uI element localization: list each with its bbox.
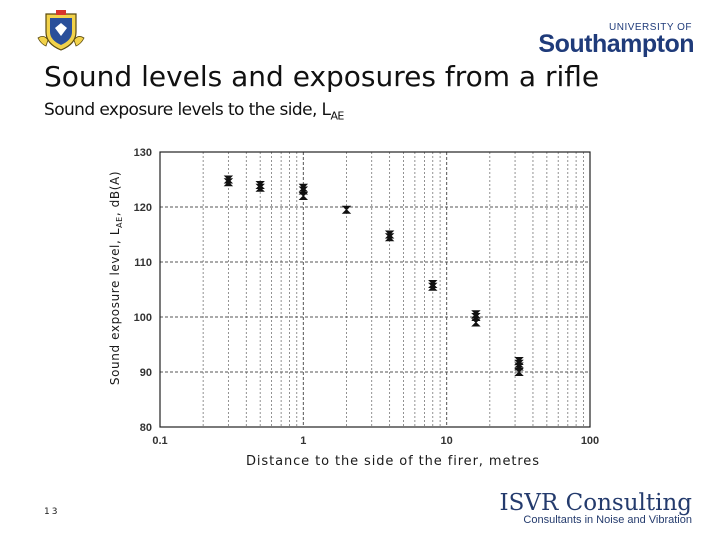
data-point (384, 230, 395, 239)
x-tick-label: 1 (300, 435, 306, 447)
y-tick-label: 110 (134, 257, 152, 269)
subtitle-subscript: AE (330, 109, 344, 123)
plot-frame (159, 151, 591, 428)
page-number: 13 (44, 507, 60, 517)
data-points (223, 175, 524, 376)
x-axis-label: Distance to the side of the firer, metre… (246, 454, 540, 469)
grid-layer (159, 151, 591, 428)
data-point (341, 205, 352, 214)
university-of-label: UNIVERSITY OF (609, 22, 692, 33)
y-tick-label: 90 (140, 367, 152, 379)
university-name: Southampton (538, 30, 694, 58)
y-tick-label: 120 (134, 202, 152, 214)
data-point (471, 310, 481, 319)
y-tick-label: 80 (140, 422, 152, 434)
x-tick-label: 100 (581, 435, 599, 447)
x-tick-label: 10 (441, 435, 453, 447)
data-point (255, 181, 265, 189)
slide-subtitle: Sound exposure levels to the side, LAE (44, 100, 344, 122)
subtitle-text: Sound exposure levels to the side, L (44, 100, 331, 120)
y-tick-label: 130 (134, 147, 152, 159)
slide-title: Sound levels and exposures from a rifle (44, 60, 600, 93)
data-point (428, 280, 438, 288)
data-point (298, 183, 309, 192)
data-point (223, 175, 234, 184)
y-tick-label: 100 (134, 312, 152, 324)
crest-logo (37, 10, 85, 51)
x-tick-label: 0.1 (152, 435, 167, 447)
isvr-tagline: Consultants in Noise and Vibration (523, 514, 692, 526)
isvr-brand: ISVR Consulting (499, 490, 692, 516)
plot-border (159, 151, 591, 428)
data-point (514, 359, 524, 368)
